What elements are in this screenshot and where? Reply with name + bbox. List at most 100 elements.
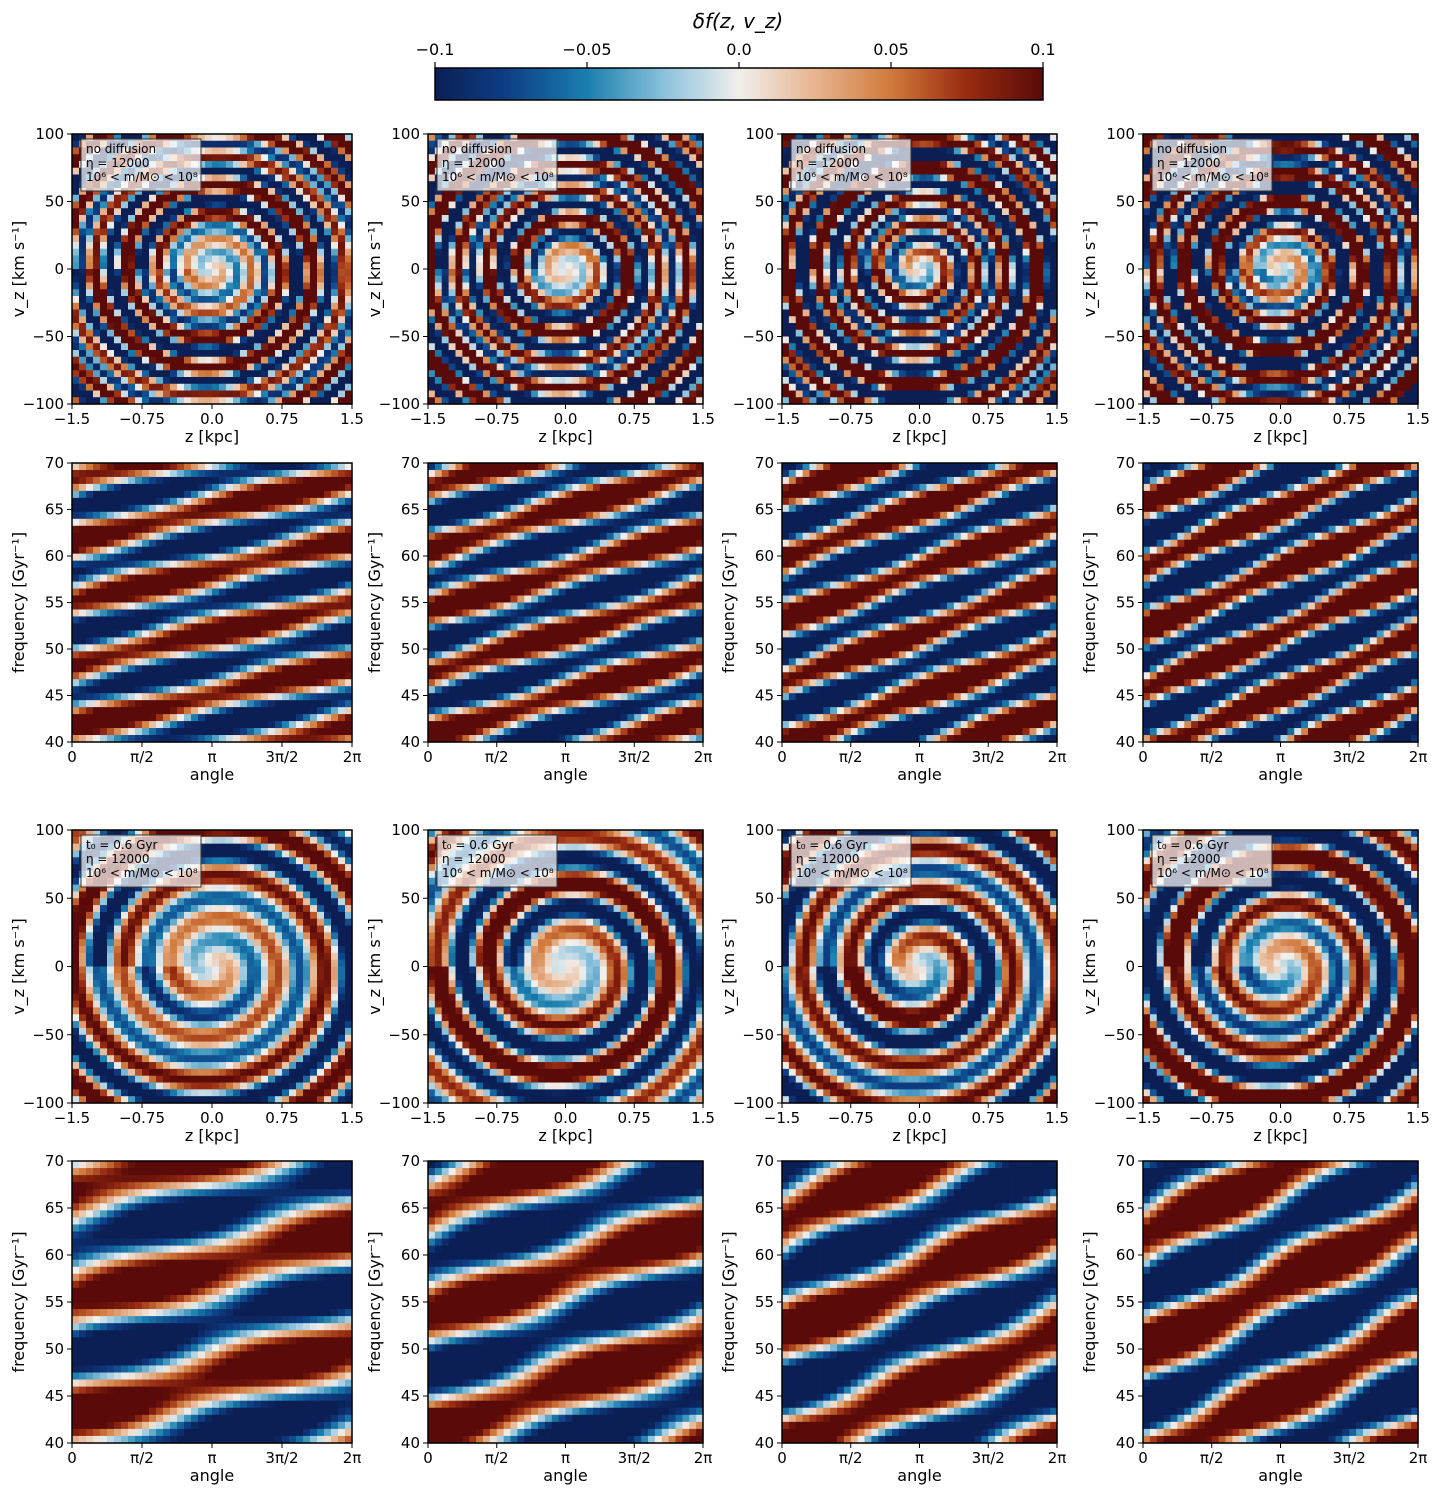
heatmap-cell [613, 194, 622, 203]
heatmap-cell [510, 262, 518, 270]
heatmap-cell [933, 269, 941, 277]
heatmap-cell [905, 248, 914, 257]
heatmap-cell [675, 383, 683, 392]
heatmap-cell [898, 350, 907, 358]
heatmap-cell [593, 201, 601, 209]
heatmap-cell [809, 282, 817, 290]
heatmap-cell [107, 296, 115, 304]
heatmap-cell [795, 370, 804, 378]
heatmap-cell [275, 343, 283, 351]
heatmap-cell [606, 181, 615, 189]
heatmap-cell [434, 248, 443, 257]
heatmap-cell [892, 248, 900, 257]
heatmap-cell [823, 390, 831, 398]
heatmap-cell [802, 302, 811, 311]
heatmap-cell [448, 302, 457, 311]
heatmap-cell [905, 235, 914, 243]
heatmap-cell [565, 154, 573, 162]
heatmap-cell [310, 194, 318, 203]
heatmap-cell [675, 269, 683, 277]
heatmap-cell [661, 323, 670, 331]
heatmap-cell [503, 329, 512, 338]
heatmap-cell [310, 309, 318, 317]
heatmap-cell [303, 275, 311, 284]
heatmap-cell [296, 370, 304, 378]
heatmap-cell [448, 397, 457, 405]
heatmap-cell [795, 350, 804, 358]
heatmap-cell [510, 390, 518, 398]
heatmap-cell [93, 275, 101, 284]
heatmap-cell [648, 154, 656, 162]
heatmap-cell [121, 134, 129, 142]
heatmap-cell [912, 134, 921, 142]
heatmap-cell [1149, 356, 1158, 365]
heatmap-cell [219, 248, 227, 257]
heatmap-cell [558, 147, 567, 155]
heatmap-cell [275, 161, 283, 169]
heatmap-cell [476, 215, 484, 223]
heatmap-cell [455, 309, 463, 317]
heatmap-cell [434, 269, 443, 277]
heatmap-cell [1022, 323, 1031, 331]
heatmap-cell [317, 282, 325, 290]
heatmap-cell [191, 262, 199, 270]
heatmap-cell [79, 356, 87, 365]
heatmap-cell [1008, 289, 1017, 297]
heatmap-cell [93, 188, 101, 196]
heatmap-cell [675, 282, 683, 290]
heatmap-cell [988, 275, 996, 284]
heatmap-cell [317, 316, 325, 324]
heatmap-cell [156, 248, 164, 257]
heatmap-cell [448, 390, 457, 398]
heatmap-cell [599, 140, 608, 149]
heatmap-cell [324, 221, 332, 230]
heatmap-cell [782, 215, 790, 223]
heatmap-cell [212, 363, 220, 371]
heatmap-cell [654, 201, 663, 209]
heatmap-cell [448, 282, 457, 290]
heatmap-cell [1149, 323, 1158, 331]
heatmap-cell [79, 282, 87, 290]
heatmap-cell [885, 323, 893, 331]
x-axis-label: z [kpc] [538, 427, 592, 446]
heatmap-cell [1015, 363, 1024, 371]
heatmap-cell [988, 215, 996, 223]
heatmap-cell [496, 289, 505, 297]
heatmap-cell [974, 289, 982, 297]
heatmap-cell [816, 383, 824, 392]
heatmap-cell [926, 343, 934, 351]
heatmap-cell [1043, 147, 1051, 155]
heatmap-cell [261, 154, 269, 162]
heatmap-cell [823, 309, 831, 317]
heatmap-cell [331, 289, 339, 297]
heatmap-cell [661, 350, 670, 358]
heatmap-cell [434, 343, 443, 351]
heatmap-cell [191, 208, 199, 216]
heatmap-cell [1036, 181, 1044, 189]
heatmap-cell [898, 383, 907, 392]
heatmap-cell [919, 255, 927, 263]
heatmap-cell [682, 309, 690, 317]
heatmap-cell [871, 228, 879, 236]
heatmap-cell [940, 343, 948, 351]
heatmap-cell [837, 316, 845, 324]
heatmap-cell [947, 390, 955, 398]
heatmap-cell [1149, 208, 1158, 216]
heatmap-cell [184, 188, 192, 196]
heatmap-cell [960, 242, 969, 250]
heatmap-cell [303, 201, 311, 209]
heatmap-cell [661, 140, 670, 149]
heatmap-cell [1036, 140, 1044, 149]
heatmap-cell [233, 350, 241, 358]
heatmap-cell [114, 316, 122, 324]
heatmap-cell [121, 201, 129, 209]
heatmap-cell [689, 329, 697, 338]
heatmap-cell [448, 262, 457, 270]
heatmap-cell [558, 194, 567, 203]
heatmap-cell [441, 248, 450, 257]
heatmap-cell [1008, 329, 1017, 338]
heatmap-cell [613, 282, 622, 290]
heatmap-cell [857, 370, 866, 378]
heatmap-cell [1015, 377, 1024, 385]
heatmap-cell [837, 269, 845, 277]
